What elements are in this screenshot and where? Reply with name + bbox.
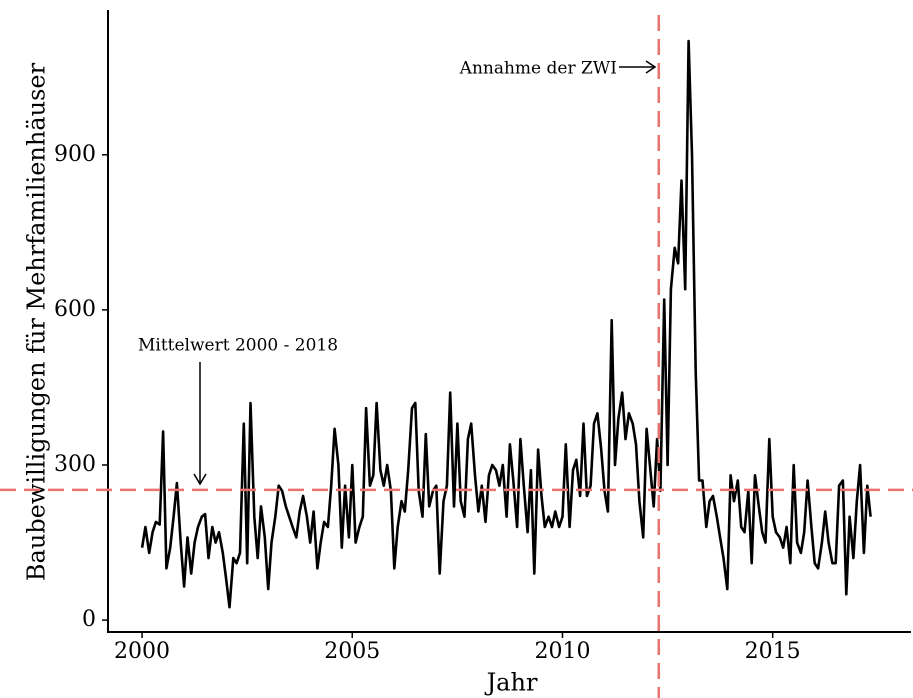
y-axis-label: Baubewilligungen für Mehrfamilienhäuser (23, 62, 51, 581)
y-tick-label: 900 (54, 142, 96, 167)
annotation-arrow (193, 362, 207, 486)
x-tick-label: 2005 (324, 639, 380, 664)
x-axis-label: Jahr (484, 669, 538, 697)
annotation: Mittelwert 2000 - 2018 (138, 336, 338, 356)
x-tick-label: 2000 (114, 639, 170, 664)
annotation: Annahme der ZWI (459, 59, 617, 79)
x-tick-label: 2015 (745, 639, 801, 664)
y-tick-label: 0 (82, 607, 96, 632)
data-line (140, 39, 872, 609)
x-tick-label: 2010 (534, 639, 590, 664)
y-tick-label: 600 (54, 297, 96, 322)
annotation-arrow (619, 60, 657, 74)
y-tick-label: 300 (54, 452, 96, 477)
